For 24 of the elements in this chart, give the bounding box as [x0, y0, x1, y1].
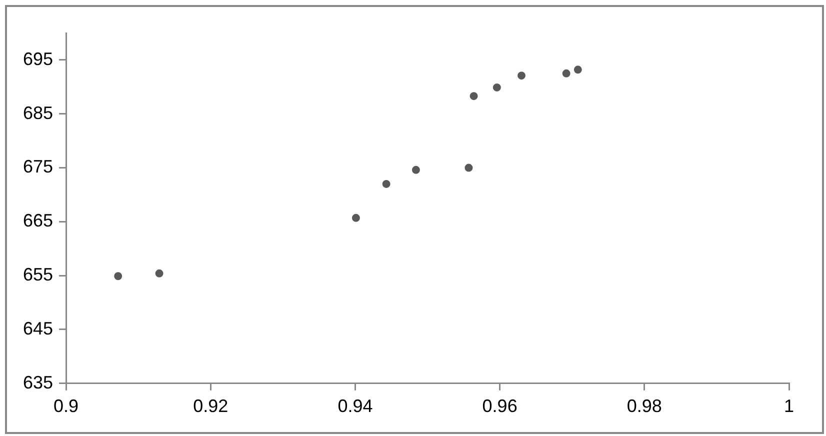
point	[470, 92, 478, 100]
y-tick-label: 675	[22, 156, 54, 177]
y-tick-label: 695	[22, 48, 54, 69]
x-tick-label: 0.9	[54, 396, 79, 416]
point	[562, 69, 570, 78]
y-tick-label: 645	[22, 318, 54, 338]
y-tick-label: 655	[22, 264, 54, 285]
x-tick-label: 0.94	[338, 396, 373, 416]
x-tick-label: 0.92	[193, 396, 228, 416]
x-tick-label: 0.96	[482, 396, 518, 416]
point	[574, 66, 582, 74]
y-tick-label: 665	[22, 210, 54, 231]
x-tick-label: 1	[784, 396, 794, 416]
point	[114, 272, 122, 280]
y-tick-label: 635	[22, 372, 54, 392]
point	[464, 164, 473, 172]
point	[155, 269, 164, 278]
point	[382, 180, 390, 188]
point	[492, 83, 501, 92]
point	[518, 72, 526, 80]
point	[412, 166, 420, 174]
y-tick-label: 685	[22, 102, 54, 123]
point	[352, 214, 360, 222]
x-tick-label: 0.98	[626, 396, 662, 416]
